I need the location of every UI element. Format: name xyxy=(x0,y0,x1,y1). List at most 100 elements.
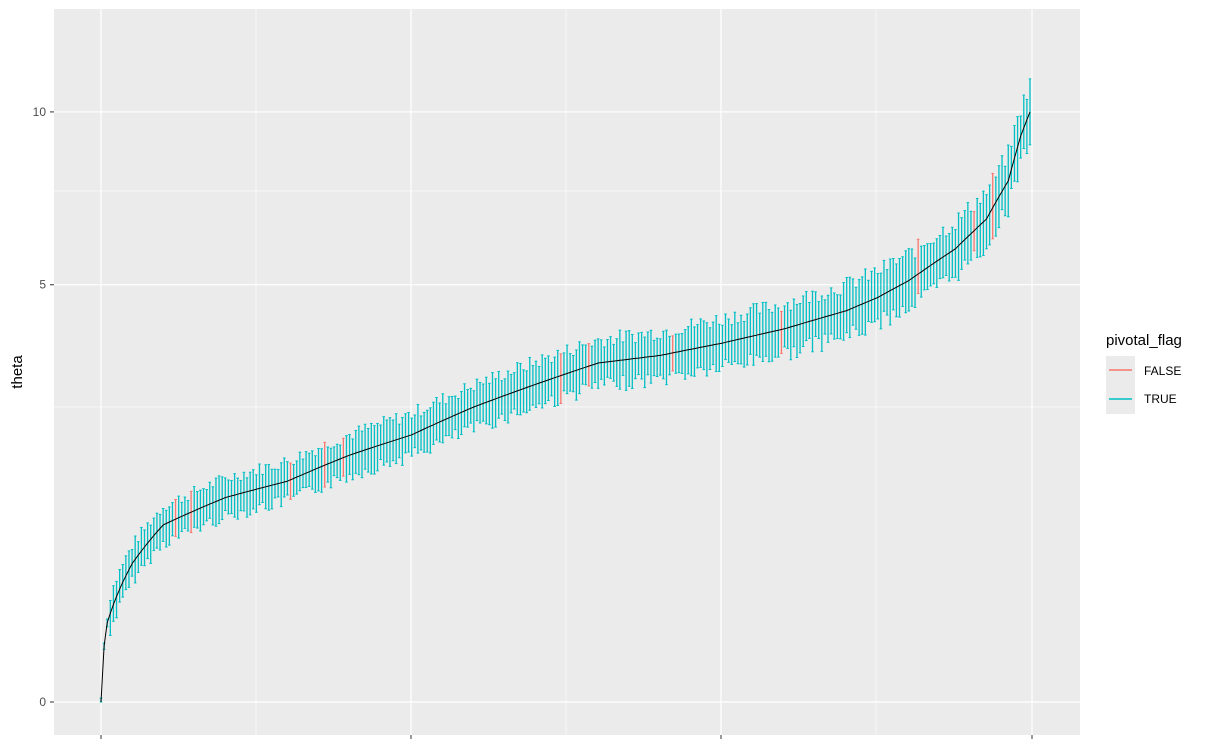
errorbar-true xyxy=(115,580,118,619)
errorbar-true xyxy=(637,332,640,376)
errorbar-true xyxy=(789,309,793,361)
legend-label-true: TRUE xyxy=(1144,392,1177,406)
errorbar-true xyxy=(581,344,584,385)
errorbar-false xyxy=(559,353,563,405)
errorbar-true xyxy=(829,287,833,335)
errorbar-true xyxy=(338,444,342,481)
errorbar-true xyxy=(571,355,575,393)
errorbar-true xyxy=(320,448,323,493)
errorbar-true xyxy=(599,339,603,380)
errorbar-true xyxy=(606,339,609,378)
errorbar-true xyxy=(631,334,634,389)
errorbar-true xyxy=(425,409,429,453)
errorbar-true xyxy=(870,270,873,323)
errorbar-true xyxy=(811,290,814,353)
errorbar-true xyxy=(273,468,277,499)
errorbar-true xyxy=(898,258,901,318)
errorbar-true xyxy=(516,362,519,416)
errorbar-true xyxy=(158,513,162,551)
y-axis: 0 5 10 xyxy=(33,105,54,709)
errorbar-true xyxy=(966,202,970,265)
errorbar-true xyxy=(279,462,283,508)
errorbar-true xyxy=(683,329,687,380)
errorbar-true xyxy=(888,258,892,326)
legend-label-false: FALSE xyxy=(1144,364,1181,378)
errorbar-true xyxy=(634,342,637,380)
errorbar-true xyxy=(236,477,240,520)
errorbar-true xyxy=(292,464,295,497)
errorbar-true xyxy=(978,202,982,258)
errorbar-true xyxy=(714,315,718,372)
errorbar-true xyxy=(146,522,149,560)
errorbar-true xyxy=(376,422,379,472)
errorbar-true xyxy=(208,481,212,519)
errorbar-true xyxy=(724,313,727,361)
errorbar-true xyxy=(575,349,578,401)
errorbar-true xyxy=(494,378,497,428)
errorbar-true xyxy=(792,298,796,348)
errorbar-true xyxy=(721,324,724,367)
errorbar-true xyxy=(109,599,112,636)
errorbar-true xyxy=(739,314,743,365)
errorbar-true xyxy=(363,423,367,470)
errorbar-true xyxy=(836,294,839,340)
errorbar-true xyxy=(665,329,668,386)
errorbar-true xyxy=(1022,94,1026,150)
errorbar-true xyxy=(329,447,333,489)
errorbar-true xyxy=(214,477,218,527)
errorbar-true xyxy=(562,352,566,392)
errorbar-true xyxy=(730,324,734,365)
errorbar-true xyxy=(658,338,662,376)
errorbar-true xyxy=(509,373,513,414)
errorbar-true xyxy=(413,414,417,449)
errorbar-true xyxy=(435,397,438,441)
errorbar-true xyxy=(500,380,504,415)
errorbar-true xyxy=(522,369,525,413)
errorbar-true xyxy=(565,344,569,395)
errorbar-true xyxy=(1000,155,1004,211)
errorbar-true xyxy=(404,413,407,454)
errorbar-true xyxy=(379,424,382,461)
errorbar-true xyxy=(808,301,811,339)
errorbar-true xyxy=(677,333,681,374)
errorbar-true xyxy=(621,341,625,376)
errorbar-true xyxy=(944,235,948,276)
errorbar-true xyxy=(186,500,190,532)
errorbar-true xyxy=(882,259,886,312)
errorbar-true xyxy=(693,326,696,377)
errorbar-true xyxy=(547,355,550,401)
errorbar-true xyxy=(432,401,435,445)
errorbar-true xyxy=(879,272,883,330)
errorbar-true xyxy=(1016,116,1019,183)
errorbar-true xyxy=(301,458,305,489)
errorbar-true xyxy=(466,389,469,428)
errorbar-true xyxy=(947,232,951,282)
errorbar-true xyxy=(699,318,702,368)
errorbar-true xyxy=(839,294,842,340)
errorbar-true xyxy=(758,312,761,358)
errorbar-true xyxy=(655,337,659,378)
errorbar-true xyxy=(767,309,771,363)
errorbar-true xyxy=(777,307,780,358)
errorbar-true xyxy=(447,396,451,437)
errorbar-true xyxy=(938,234,942,280)
errorbar-true xyxy=(121,563,125,598)
errorbar-true xyxy=(245,477,249,518)
errorbar-true xyxy=(717,323,721,372)
errorbar-true xyxy=(528,356,532,411)
errorbar-true xyxy=(786,302,789,349)
errorbar-false xyxy=(991,172,995,240)
errorbar-true xyxy=(901,256,904,307)
y-tick-label: 10 xyxy=(33,105,47,119)
errorbar-true xyxy=(453,395,457,431)
errorbar-false xyxy=(780,310,783,354)
grid-minor xyxy=(54,9,1080,735)
errorbar-true xyxy=(481,383,485,422)
errorbar-true xyxy=(152,517,156,552)
errorbar-true xyxy=(164,509,168,548)
errorbar-true xyxy=(553,356,556,407)
errorbar-true xyxy=(891,257,895,311)
errorbar-false xyxy=(174,498,177,537)
errorbar-true xyxy=(783,305,786,348)
